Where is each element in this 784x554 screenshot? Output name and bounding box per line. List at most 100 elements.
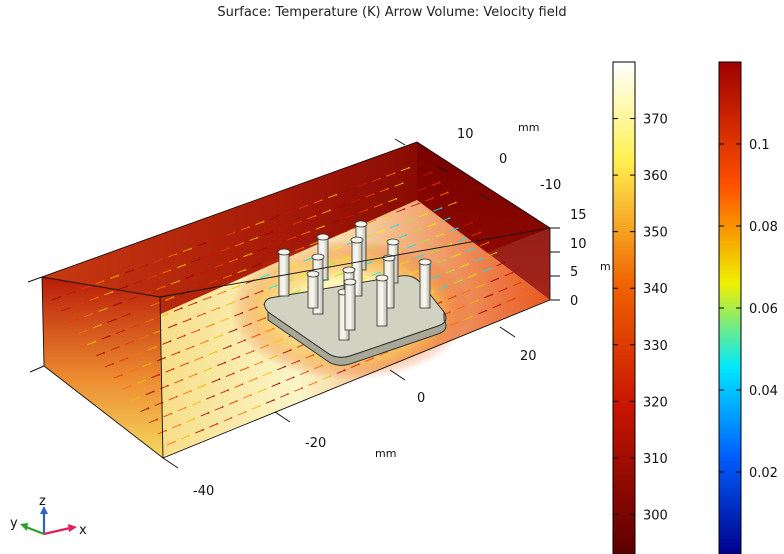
velocity-arrow (431, 275, 440, 280)
velocity-arrow (488, 252, 497, 257)
velocity-arrow-head (472, 247, 475, 250)
velocity-arrow (116, 329, 125, 334)
velocity-arrow (199, 340, 208, 345)
velocity-arrow-head (422, 161, 425, 164)
velocity-arrow-head (387, 187, 389, 190)
velocity-arrow-head (495, 251, 498, 254)
velocity-arrow-head (477, 299, 479, 302)
velocity-arrow (209, 423, 218, 428)
velocity-arrow-head (481, 257, 483, 260)
velocity-arrow-head (165, 429, 167, 432)
heat-sink-pin-top (311, 253, 325, 261)
velocity-arrow (251, 405, 260, 410)
velocity-arrow-head (247, 295, 249, 298)
velocity-arrow (373, 203, 382, 208)
velocity-arrow-head (147, 407, 150, 410)
velocity-arrow-head (227, 389, 230, 391)
heat-sink-pin-top (375, 274, 389, 282)
velocity-arrow (299, 370, 308, 376)
velocity-arrow-head (306, 204, 309, 207)
velocity-arrow (248, 377, 257, 383)
velocity-arrow (313, 365, 323, 370)
velocity-arrow-head (195, 301, 198, 304)
velocity-arrow (263, 231, 273, 236)
velocity-arrow-head (198, 400, 201, 403)
velocity-arrow (66, 291, 75, 296)
velocity-arrow (455, 305, 464, 311)
velocity-arrow (425, 197, 434, 202)
velocity-arrow-head (341, 272, 344, 275)
velocity-arrow-head (140, 351, 143, 354)
velocity-arrow-head (152, 390, 155, 393)
velocity-arrow-head (235, 400, 238, 402)
velocity-arrow (437, 259, 446, 264)
velocity-arrow (101, 335, 110, 340)
velocity-arrow-head (485, 309, 488, 312)
velocity-arrow-head (320, 199, 323, 202)
velocity-arrow-head (137, 323, 140, 326)
velocity-arrow-head (378, 177, 381, 180)
velocity-arrow (342, 188, 351, 193)
velocity-arrow-head (215, 350, 218, 353)
y-tick-label: 0 (499, 152, 507, 167)
velocity-arrow-head (206, 339, 209, 342)
colorbar-tick-label: 0.02 (749, 466, 778, 481)
velocity-arrow-head (351, 214, 354, 217)
velocity-arrow (133, 352, 142, 357)
z-axis-unit: m (600, 260, 611, 273)
velocity-arrow (147, 275, 157, 280)
velocity-arrow (200, 412, 209, 417)
velocity-arrow (268, 355, 277, 360)
velocity-arrow (473, 257, 483, 263)
velocity-arrow (262, 372, 272, 377)
velocity-arrow-head (301, 387, 304, 389)
velocity-arrow-head (430, 171, 433, 174)
velocity-arrow (177, 407, 186, 412)
velocity-arrow (149, 419, 158, 424)
velocity-arrow (415, 161, 424, 166)
velocity-arrow-head (343, 204, 346, 206)
velocity-arrow (176, 335, 185, 340)
triad-x-arrow (43, 526, 71, 536)
velocity-arrow-head (456, 321, 459, 324)
velocity-arrow-head (190, 389, 192, 392)
velocity-arrow-head (156, 418, 159, 421)
velocity-arrow-head (513, 297, 516, 300)
velocity-arrow (268, 284, 278, 289)
velocity-arrow-head (149, 362, 152, 365)
velocity-arrow-head (415, 270, 418, 273)
velocity-arrow-head (430, 264, 432, 267)
velocity-arrow-head (442, 232, 445, 235)
velocity-arrow-head (267, 273, 270, 276)
velocity-arrow (118, 285, 128, 290)
velocity-arrow-head (215, 279, 218, 282)
velocity-arrow-head (94, 340, 97, 343)
velocity-arrow-head (329, 209, 331, 212)
velocity-arrow (239, 296, 249, 301)
velocity-arrow-head (76, 318, 79, 321)
velocity-arrow (330, 220, 339, 225)
axis-tick-mark (162, 457, 179, 469)
velocity-arrow-head (181, 378, 184, 381)
velocity-arrow-head (173, 440, 176, 443)
velocity-arrow (417, 187, 426, 192)
velocity-arrow (140, 407, 149, 413)
velocity-arrow-head (131, 269, 134, 272)
velocity-arrow-head (125, 285, 128, 288)
velocity-arrow-head (343, 369, 346, 372)
temperature-colorbar: 370 360 350 340 330 320 310 300 (612, 61, 668, 554)
velocity-arrow-head (331, 235, 334, 238)
velocity-arrow-head (389, 213, 391, 216)
velocity-arrow-head (503, 261, 506, 264)
velocity-arrow-head (105, 307, 108, 310)
velocity-arrow (340, 256, 349, 261)
velocity-arrow (336, 369, 345, 374)
velocity-arrow (95, 280, 104, 285)
velocity-arrow-head (306, 370, 309, 373)
heat-sink (264, 220, 447, 366)
velocity-arrow (182, 248, 192, 253)
velocity-arrow (194, 356, 203, 361)
velocity-arrow-head (155, 345, 157, 348)
velocity-arrow (294, 387, 303, 392)
velocity-arrow-head (337, 219, 340, 222)
